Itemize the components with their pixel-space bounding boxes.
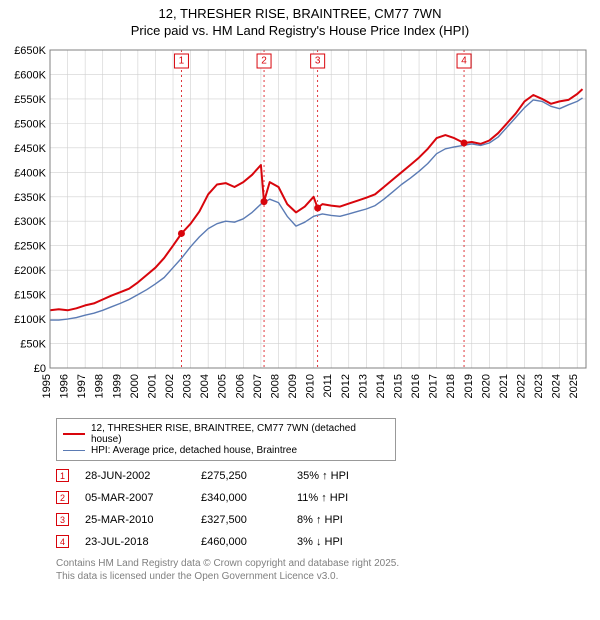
svg-text:£0: £0	[34, 363, 46, 375]
svg-text:2019: 2019	[463, 374, 475, 398]
sales-price: £460,000	[201, 536, 281, 548]
svg-text:£150K: £150K	[14, 290, 46, 302]
svg-text:3: 3	[315, 55, 321, 66]
legend-swatch	[63, 450, 85, 451]
legend: 12, THRESHER RISE, BRAINTREE, CM77 7WN (…	[56, 418, 396, 461]
footer-text: Contains HM Land Registry data © Crown c…	[56, 557, 592, 583]
sales-price: £340,000	[201, 492, 281, 504]
sales-date: 23-JUL-2018	[85, 536, 185, 548]
sales-pct: 8% ↑ HPI	[297, 514, 387, 526]
sales-price: £327,500	[201, 514, 281, 526]
svg-text:2024: 2024	[551, 374, 563, 398]
sales-date: 05-MAR-2007	[85, 492, 185, 504]
svg-text:1996: 1996	[59, 374, 71, 398]
svg-text:2023: 2023	[533, 374, 545, 398]
svg-text:1999: 1999	[111, 374, 123, 398]
svg-text:2022: 2022	[515, 374, 527, 398]
svg-text:2001: 2001	[146, 374, 158, 398]
svg-text:£550K: £550K	[14, 94, 46, 106]
svg-text:2018: 2018	[445, 374, 457, 398]
svg-text:2009: 2009	[287, 374, 299, 398]
footer-line2: This data is licensed under the Open Gov…	[56, 570, 592, 583]
svg-text:2008: 2008	[269, 374, 281, 398]
svg-text:£100K: £100K	[14, 314, 46, 326]
svg-text:2006: 2006	[234, 374, 246, 398]
svg-text:2011: 2011	[322, 374, 334, 398]
svg-text:2020: 2020	[480, 374, 492, 398]
svg-text:2014: 2014	[375, 374, 387, 398]
chart-title-line2: Price paid vs. HM Land Registry's House …	[8, 23, 592, 38]
sales-marker: 1	[56, 469, 69, 482]
svg-text:2007: 2007	[252, 374, 264, 398]
sales-pct: 11% ↑ HPI	[297, 492, 387, 504]
sales-row: 3 25-MAR-2010 £327,500 8% ↑ HPI	[56, 509, 592, 531]
page-root: 12, THRESHER RISE, BRAINTREE, CM77 7WN P…	[0, 0, 600, 583]
svg-text:£350K: £350K	[14, 192, 46, 204]
svg-text:2010: 2010	[305, 374, 317, 398]
sales-row: 4 23-JUL-2018 £460,000 3% ↓ HPI	[56, 531, 592, 553]
svg-text:2002: 2002	[164, 374, 176, 398]
svg-text:£300K: £300K	[14, 216, 46, 228]
sales-pct: 3% ↓ HPI	[297, 536, 387, 548]
chart-area: £0 £50K £100K £150K £200K £250K £300K £350K £400…	[8, 42, 592, 412]
svg-text:4: 4	[461, 55, 467, 66]
legend-swatch	[63, 433, 85, 435]
svg-text:2017: 2017	[428, 374, 440, 398]
svg-text:1998: 1998	[94, 374, 106, 398]
svg-text:2: 2	[261, 55, 267, 66]
svg-text:2025: 2025	[568, 374, 580, 398]
line-chart: £0 £50K £100K £150K £200K £250K £300K £350K £400…	[8, 42, 592, 412]
svg-text:£250K: £250K	[14, 241, 46, 253]
svg-text:1997: 1997	[76, 374, 88, 398]
svg-text:2015: 2015	[392, 374, 404, 398]
sales-row: 1 28-JUN-2002 £275,250 35% ↑ HPI	[56, 465, 592, 487]
legend-item: 12, THRESHER RISE, BRAINTREE, CM77 7WN (…	[63, 423, 389, 445]
svg-text:2021: 2021	[498, 374, 510, 398]
sales-date: 25-MAR-2010	[85, 514, 185, 526]
svg-text:2016: 2016	[410, 374, 422, 398]
legend-label: HPI: Average price, detached house, Brai…	[91, 445, 297, 456]
svg-text:£200K: £200K	[14, 265, 46, 277]
svg-text:£600K: £600K	[14, 69, 46, 81]
svg-text:£450K: £450K	[14, 143, 46, 155]
svg-text:2012: 2012	[340, 374, 352, 398]
sales-pct: 35% ↑ HPI	[297, 470, 387, 482]
svg-text:2000: 2000	[129, 374, 141, 398]
svg-text:2004: 2004	[199, 374, 211, 398]
sales-marker: 2	[56, 491, 69, 504]
svg-text:2005: 2005	[217, 374, 229, 398]
sales-row: 2 05-MAR-2007 £340,000 11% ↑ HPI	[56, 487, 592, 509]
legend-label: 12, THRESHER RISE, BRAINTREE, CM77 7WN (…	[91, 423, 389, 445]
svg-text:£650K: £650K	[14, 45, 46, 57]
legend-item: HPI: Average price, detached house, Brai…	[63, 445, 389, 456]
sales-table: 1 28-JUN-2002 £275,250 35% ↑ HPI 2 05-MAR-200…	[56, 465, 592, 553]
sales-marker: 3	[56, 513, 69, 526]
svg-text:2013: 2013	[357, 374, 369, 398]
svg-text:£50K: £50K	[20, 338, 46, 350]
sales-price: £275,250	[201, 470, 281, 482]
svg-text:1: 1	[179, 55, 185, 66]
svg-text:£400K: £400K	[14, 167, 46, 179]
chart-title-line1: 12, THRESHER RISE, BRAINTREE, CM77 7WN	[8, 6, 592, 23]
sales-marker: 4	[56, 535, 69, 548]
svg-text:£500K: £500K	[14, 118, 46, 130]
svg-text:1995: 1995	[41, 374, 53, 398]
sales-date: 28-JUN-2002	[85, 470, 185, 482]
footer-line1: Contains HM Land Registry data © Crown c…	[56, 557, 592, 570]
svg-text:2003: 2003	[182, 374, 194, 398]
